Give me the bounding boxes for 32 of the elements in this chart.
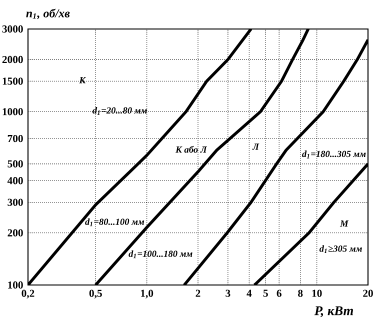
annotation: d$_{1}$≥305 мм — [319, 245, 362, 254]
x-tick-label: 2 — [196, 290, 200, 297]
annotation: К — [79, 77, 86, 84]
y-axis-title: n$_{1}$, об/хв — [26, 8, 70, 20]
x-tick-label: 10 — [312, 290, 322, 297]
y-tick-label: 200 — [8, 229, 23, 236]
y-tick-label: 1000 — [2, 108, 23, 116]
x-tick-label: 5 — [263, 290, 268, 297]
annotation: d$_{1}$=80...100 мм — [85, 218, 144, 226]
y-tick-label: 300 — [8, 198, 23, 206]
x-tick-label: 8 — [298, 290, 303, 297]
y-tick-label: 700 — [8, 134, 23, 142]
y-tick-label: 500 — [8, 160, 23, 168]
x-tick-label: 6 — [276, 290, 282, 297]
y-tick-label: 1500 — [2, 78, 23, 85]
x-tick-label: 20 — [363, 290, 373, 297]
x-tick-label: 1,0 — [141, 290, 154, 298]
x-tick-label: 0,5 — [89, 290, 102, 298]
x-tick-label: 3 — [226, 290, 230, 297]
x-tick-label: 0,2 — [22, 290, 34, 298]
annotation: Л — [252, 144, 260, 150]
x-axis-title: P, кВт — [314, 306, 354, 318]
annotation: К або Л — [176, 146, 208, 153]
x-tick-label: 4 — [246, 290, 252, 297]
y-tick-label: 3000 — [2, 25, 23, 33]
annotation: d$_{1}$=100...180 мм — [128, 250, 192, 258]
annotation: М — [340, 220, 349, 227]
y-tick-label: 2000 — [2, 56, 23, 64]
y-tick-label: 400 — [7, 177, 23, 184]
y-tick-label: 100 — [8, 281, 23, 289]
annotation: d$_{1}$=180...305 мм — [302, 150, 366, 158]
annotation: d$_{1}$=20...80 мм — [92, 107, 147, 115]
